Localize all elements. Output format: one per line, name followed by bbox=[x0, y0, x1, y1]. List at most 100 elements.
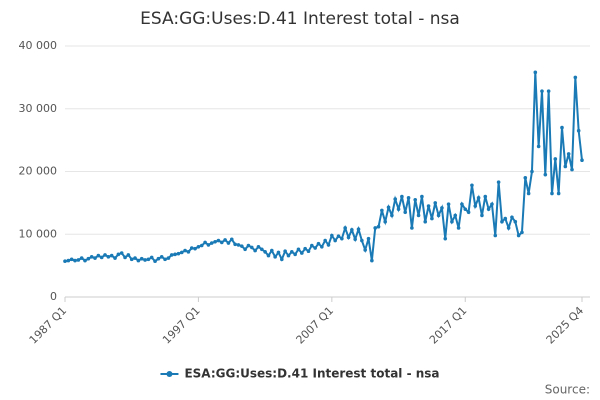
data-point bbox=[73, 258, 77, 263]
data-point bbox=[520, 230, 524, 235]
data-point bbox=[346, 235, 351, 240]
data-point bbox=[293, 252, 297, 257]
data-point bbox=[69, 257, 74, 262]
data-point bbox=[256, 245, 261, 249]
data-point bbox=[283, 249, 287, 253]
data-point bbox=[420, 194, 424, 199]
data-point bbox=[333, 238, 337, 243]
data-point bbox=[523, 175, 528, 180]
data-point bbox=[526, 191, 531, 196]
data-point bbox=[310, 243, 314, 248]
data-point bbox=[563, 164, 568, 169]
data-point bbox=[186, 250, 191, 254]
x-tick-label: 2025 Q4 bbox=[544, 304, 587, 347]
data-point bbox=[99, 255, 104, 260]
data-point bbox=[580, 158, 584, 163]
chart-title: ESA:GG:Uses:D.41 Interest total - nsa bbox=[140, 9, 460, 29]
data-point bbox=[259, 247, 264, 252]
y-tick-label: 30 000 bbox=[19, 102, 58, 115]
data-point bbox=[176, 251, 181, 256]
data-point bbox=[453, 213, 458, 218]
data-point bbox=[96, 253, 101, 258]
data-point bbox=[270, 248, 274, 253]
data-point bbox=[113, 256, 117, 260]
data-point bbox=[286, 253, 291, 258]
data-point bbox=[159, 255, 164, 259]
data-point bbox=[196, 245, 201, 249]
data-point bbox=[546, 89, 551, 93]
data-point bbox=[249, 245, 254, 250]
y-tick-label: 20 000 bbox=[19, 165, 58, 178]
data-point bbox=[63, 259, 67, 264]
data-point bbox=[253, 248, 257, 253]
x-tick-label: 1997 Q1 bbox=[160, 304, 203, 347]
data-point bbox=[93, 256, 97, 260]
data-point bbox=[236, 243, 241, 247]
data-point bbox=[380, 208, 384, 213]
data-point bbox=[243, 247, 247, 252]
data-point bbox=[156, 256, 161, 261]
data-point bbox=[386, 205, 391, 210]
data-point bbox=[189, 246, 194, 250]
data-point bbox=[166, 256, 171, 260]
data-point bbox=[363, 248, 367, 252]
data-point bbox=[226, 241, 231, 245]
data-point bbox=[536, 144, 541, 149]
data-point bbox=[273, 255, 277, 259]
data-point bbox=[179, 250, 184, 255]
data-point bbox=[183, 248, 187, 253]
data-point bbox=[406, 196, 411, 200]
y-tick-label: 40 000 bbox=[19, 39, 58, 52]
data-point bbox=[356, 227, 361, 232]
data-point bbox=[106, 255, 111, 259]
data-point bbox=[336, 234, 341, 238]
y-tick-label: 0 bbox=[50, 290, 57, 303]
data-point bbox=[169, 253, 174, 257]
data-point bbox=[173, 252, 177, 257]
y-tick-label: 10 000 bbox=[19, 227, 58, 240]
source: Source: bbox=[545, 383, 590, 397]
data-point bbox=[366, 236, 371, 241]
data-point bbox=[219, 240, 224, 245]
data-point bbox=[280, 257, 284, 262]
data-point bbox=[263, 250, 267, 254]
data-point bbox=[553, 157, 558, 161]
data-point bbox=[476, 196, 481, 200]
data-point bbox=[530, 169, 534, 174]
data-point bbox=[123, 255, 127, 260]
data-point bbox=[576, 128, 581, 133]
data-point bbox=[413, 197, 418, 202]
data-point bbox=[149, 255, 154, 260]
data-point bbox=[560, 125, 564, 130]
data-point bbox=[550, 191, 554, 196]
x-tick-label: 1987 Q1 bbox=[27, 304, 70, 347]
data-point bbox=[316, 241, 321, 246]
data-point bbox=[119, 251, 124, 255]
data-point bbox=[109, 253, 114, 258]
data-point bbox=[513, 219, 518, 224]
data-point bbox=[266, 253, 271, 258]
data-point bbox=[136, 258, 141, 263]
data-point bbox=[76, 258, 81, 262]
data-point bbox=[466, 210, 471, 215]
data-point bbox=[566, 152, 571, 156]
data-point bbox=[533, 70, 538, 75]
data-point bbox=[83, 258, 87, 263]
x-tick-label: 2017 Q1 bbox=[427, 304, 470, 347]
data-point bbox=[493, 233, 498, 238]
data-point bbox=[403, 210, 408, 215]
data-point bbox=[116, 252, 121, 257]
x-tick-label: 2007 Q1 bbox=[294, 304, 337, 347]
data-point bbox=[66, 258, 71, 263]
data-point bbox=[376, 224, 381, 229]
data-point bbox=[480, 213, 484, 218]
data-point bbox=[416, 213, 421, 218]
data-point bbox=[510, 215, 514, 220]
legend-label: ESA:GG:Uses:D.41 Interest total - nsa bbox=[184, 367, 439, 381]
data-point bbox=[456, 226, 461, 230]
data-point bbox=[556, 191, 561, 196]
data-point bbox=[313, 246, 317, 250]
data-point bbox=[490, 202, 494, 206]
data-point bbox=[540, 89, 544, 93]
